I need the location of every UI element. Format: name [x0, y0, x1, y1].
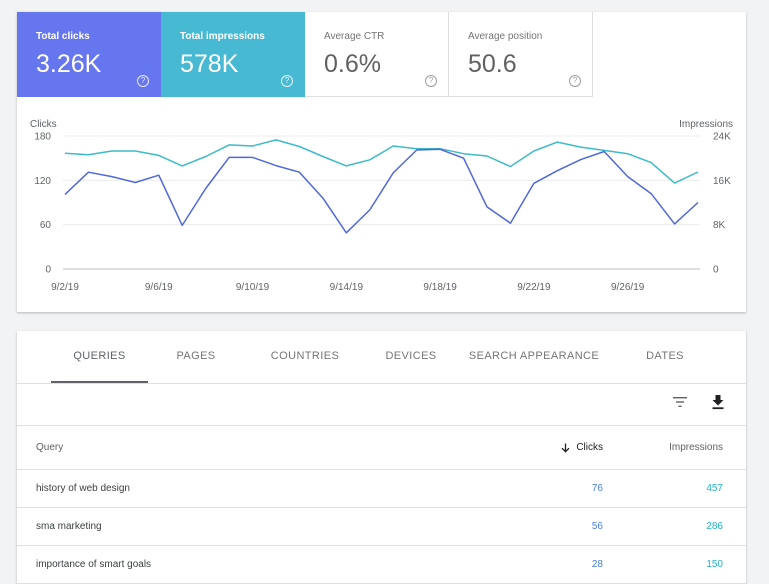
column-header-clicks-label: Clicks [576, 442, 603, 453]
x-tick-label: 9/22/19 [517, 282, 551, 293]
table-row[interactable]: importance of smart goals 28 150 [17, 546, 746, 584]
impressions-cell: 150 [706, 559, 723, 570]
query-cell: importance of smart goals [36, 559, 152, 570]
arrow-down-icon [561, 443, 570, 453]
tab-queries[interactable]: QUERIES [51, 331, 148, 383]
table-card: QUERIES PAGES COUNTRIES DEVICES SEARCH A… [17, 331, 746, 584]
table-row[interactable]: sma marketing 56 286 [17, 508, 746, 546]
help-circle-icon[interactable]: ? [281, 75, 293, 87]
column-header-impressions[interactable]: Impressions [669, 442, 723, 453]
metric-value: 50.6 [468, 50, 517, 78]
right-axis-title: Impressions [679, 119, 733, 130]
clicks-cell: 56 [591, 521, 603, 532]
column-header-query[interactable]: Query [36, 442, 64, 453]
clicks-line [64, 148, 699, 234]
metric-value: 3.26K [36, 50, 102, 78]
metric-label: Average CTR [324, 31, 385, 42]
metric-value: 578K [180, 50, 239, 78]
right-tick-label: 0 [713, 265, 719, 276]
help-circle-icon[interactable]: ? [569, 75, 581, 87]
metric-average-position[interactable]: Average position 50.6 ? [449, 12, 593, 97]
table-header-row: Query Clicks Impressions [17, 425, 746, 470]
filter-icon[interactable] [669, 391, 691, 413]
clicks-cell: 76 [591, 483, 603, 494]
right-tick-label: 16K [713, 176, 731, 187]
left-tick-label: 60 [40, 220, 52, 231]
impressions-cell: 457 [706, 483, 723, 494]
help-circle-icon[interactable]: ? [425, 75, 437, 87]
left-tick-label: 120 [34, 176, 51, 187]
performance-card: Total clicks 3.26K ? Total impressions 5… [17, 12, 746, 312]
left-axis-title: Clicks [30, 119, 57, 130]
clicks-cell: 28 [591, 559, 603, 570]
metric-value: 0.6% [324, 50, 381, 78]
query-cell: history of web design [36, 483, 130, 494]
chart-series [64, 139, 699, 234]
left-tick-label: 0 [45, 265, 51, 276]
left-tick-label: 180 [34, 132, 51, 143]
column-header-clicks[interactable]: Clicks [561, 426, 603, 469]
right-tick-label: 8K [713, 220, 726, 231]
x-tick-label: 9/6/19 [145, 282, 173, 293]
right-tick-label: 24K [713, 132, 731, 143]
metric-cards: Total clicks 3.26K ? Total impressions 5… [17, 12, 593, 97]
metric-total-impressions[interactable]: Total impressions 578K ? [161, 12, 305, 97]
tab-countries[interactable]: COUNTRIES [270, 350, 340, 362]
download-icon[interactable] [707, 391, 729, 413]
impressions-cell: 286 [706, 521, 723, 532]
table-row[interactable]: history of web design 76 457 [17, 470, 746, 508]
tab-devices[interactable]: DEVICES [385, 350, 437, 362]
metric-total-clicks[interactable]: Total clicks 3.26K ? [17, 12, 161, 97]
tab-dates[interactable]: DATES [646, 350, 684, 362]
chart-gridlines [63, 135, 700, 270]
report-tabs: QUERIES PAGES COUNTRIES DEVICES SEARCH A… [51, 331, 731, 383]
tab-search-appearance[interactable]: SEARCH APPEARANCE [468, 350, 600, 362]
query-cell: sma marketing [36, 521, 102, 532]
x-tick-label: 9/26/19 [611, 282, 645, 293]
tabs-divider [17, 383, 746, 384]
tab-pages[interactable]: PAGES [176, 350, 216, 362]
metric-average-ctr[interactable]: Average CTR 0.6% ? [305, 12, 449, 97]
x-tick-label: 9/2/19 [51, 282, 79, 293]
metric-label: Average position [468, 31, 543, 42]
impressions-line [64, 139, 699, 184]
metric-label: Total clicks [36, 31, 90, 42]
x-tick-label: 9/10/19 [236, 282, 270, 293]
x-tick-label: 9/18/19 [423, 282, 457, 293]
metric-label: Total impressions [180, 31, 265, 42]
help-circle-icon[interactable]: ? [137, 75, 149, 87]
x-tick-label: 9/14/19 [330, 282, 364, 293]
